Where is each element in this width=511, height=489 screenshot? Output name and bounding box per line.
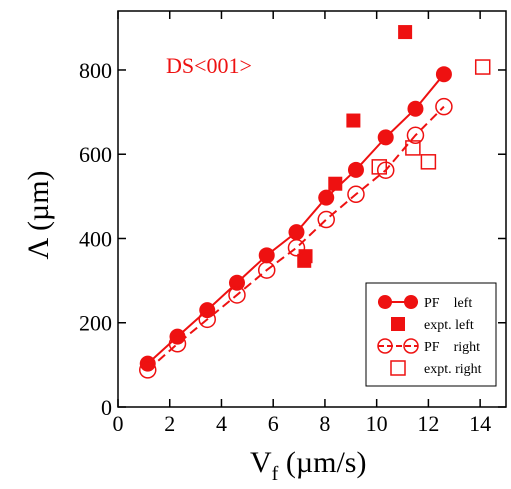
- x-tick-label: 4: [216, 411, 227, 436]
- series-0-point: [258, 247, 275, 264]
- series-3-point: [405, 140, 421, 156]
- series-0-point: [228, 274, 245, 291]
- legend-marker: [390, 360, 406, 376]
- legend-label: expt. left: [424, 318, 474, 333]
- series-1-point: [328, 176, 343, 191]
- series-2-point: [228, 286, 246, 304]
- series-3-point: [371, 159, 388, 175]
- series-line-2: [147, 105, 445, 371]
- series-2-point: [257, 261, 276, 279]
- y-tick-label: 0: [101, 395, 112, 420]
- y-tick-label: 200: [79, 311, 112, 336]
- series-2-point: [435, 97, 453, 116]
- x-tick-label: 2: [164, 411, 175, 436]
- series-2-point: [406, 126, 425, 145]
- series-1-point: [298, 249, 313, 264]
- axis-ticks: 0 2 4 6 8 10 12 14 0 200 400 600 800: [79, 11, 506, 436]
- series-0-point: [318, 189, 335, 206]
- series-0-point: [407, 100, 424, 117]
- series-2-point: [317, 210, 335, 229]
- series-2-point: [168, 335, 187, 353]
- x-tick-label: 12: [417, 411, 439, 436]
- series-3-point: [474, 59, 491, 75]
- legend-label: expt. right: [424, 362, 482, 377]
- legend-marker: [391, 317, 405, 331]
- data-points: [138, 25, 491, 379]
- series-2-point: [198, 310, 216, 329]
- series-3-point: [420, 154, 437, 170]
- legend-label: PF right: [424, 340, 480, 355]
- legend-marker: [403, 338, 419, 354]
- x-axis-label-main: V: [250, 446, 272, 479]
- series-0-point: [347, 161, 364, 178]
- x-tick-label: 6: [268, 411, 279, 436]
- y-tick-label: 800: [79, 58, 112, 83]
- series-0-point: [288, 224, 305, 241]
- series-0-point: [199, 302, 216, 319]
- series-0-point: [169, 328, 186, 345]
- annotation-label: DS<001>: [166, 53, 252, 78]
- legend-marker: [404, 295, 418, 309]
- series-1-point: [346, 113, 361, 128]
- y-tick-label: 400: [79, 226, 112, 251]
- legend-label: PF left: [424, 296, 472, 311]
- series-2-point: [347, 185, 365, 204]
- x-tick-label: 8: [319, 411, 330, 436]
- plot-frame: [117, 10, 507, 408]
- y-tick-label: 600: [79, 142, 112, 167]
- series-0-point: [435, 66, 452, 83]
- series-1-point: [398, 25, 413, 40]
- legend-marker: [378, 295, 392, 309]
- x-tick-label: 10: [366, 411, 388, 436]
- x-axis-label-subscript: f: [272, 463, 279, 485]
- y-axis-label: Λ (µm): [22, 170, 55, 259]
- x-axis-label-unit: (µm/s): [278, 446, 366, 479]
- series-0-point: [377, 129, 394, 146]
- x-tick-label: 0: [113, 411, 124, 436]
- x-tick-label: 14: [469, 411, 491, 436]
- series-2-point: [138, 361, 157, 379]
- series-0-point: [139, 355, 156, 372]
- legend-marker: [377, 338, 393, 354]
- x-axis-label: Vf (µm/s): [250, 446, 366, 485]
- legend: PF left expt. left PF right expt. right: [365, 282, 497, 387]
- series-2-point: [287, 239, 306, 257]
